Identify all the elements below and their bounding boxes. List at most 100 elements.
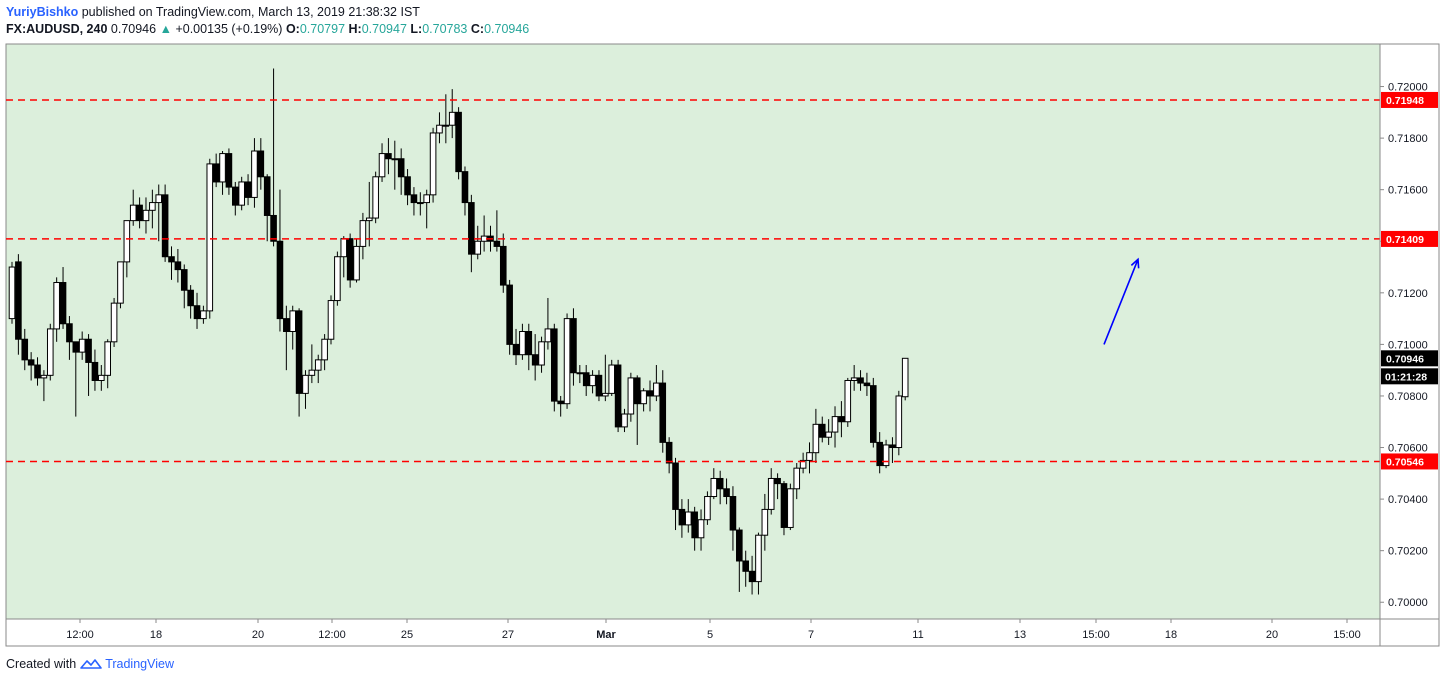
candle <box>799 459 807 469</box>
candle <box>793 467 801 490</box>
last-price-tag <box>1381 350 1438 367</box>
candle <box>570 318 577 374</box>
candle <box>672 462 679 510</box>
candle <box>117 261 124 304</box>
close-label: C: <box>470 22 485 36</box>
time-tick-label: 5 <box>707 629 713 641</box>
price-tick-label: 0.72000 <box>1388 82 1428 94</box>
candle <box>187 289 194 307</box>
candle <box>742 560 750 572</box>
candle <box>123 220 131 263</box>
candle <box>442 124 450 127</box>
candle <box>385 153 392 160</box>
low-label: L: <box>410 22 423 36</box>
candle <box>736 529 743 562</box>
candle <box>155 194 163 204</box>
price-tick-label: 0.70200 <box>1388 546 1428 558</box>
candle <box>346 238 354 281</box>
candle <box>263 176 271 216</box>
candle <box>857 377 864 384</box>
candle <box>825 431 832 438</box>
candle <box>397 158 405 178</box>
candle <box>91 361 99 381</box>
candle <box>98 374 105 381</box>
candle <box>767 477 775 510</box>
candle <box>302 374 309 394</box>
time-tick-label: 20 <box>1266 629 1278 641</box>
candle <box>882 444 890 467</box>
candle <box>78 338 86 353</box>
candle <box>697 519 705 539</box>
candle <box>448 111 456 126</box>
candle <box>595 374 603 397</box>
countdown-tag <box>1381 368 1438 385</box>
candle <box>40 374 48 379</box>
arrow-group <box>1103 257 1140 345</box>
candle <box>512 343 520 356</box>
candle <box>557 400 564 405</box>
candle <box>499 245 507 286</box>
candle <box>755 534 762 583</box>
candle <box>627 377 635 415</box>
candle <box>806 452 813 461</box>
candle <box>844 379 852 423</box>
created-with-text: Created with <box>6 657 77 671</box>
candle <box>232 186 239 206</box>
candle <box>161 194 169 258</box>
candle <box>66 323 73 343</box>
candle <box>818 423 826 438</box>
candle <box>404 176 411 196</box>
candle <box>863 382 871 387</box>
candle <box>870 385 877 443</box>
candle <box>104 341 112 376</box>
price-change: +0.00135 (+0.19%) <box>175 22 283 36</box>
candle <box>340 238 348 258</box>
axis-corner <box>1379 618 1440 647</box>
author-name[interactable]: YuriyBishko <box>6 5 79 19</box>
time-tick-label: 11 <box>912 629 923 641</box>
time-tick-label: 15:00 <box>1082 629 1110 641</box>
candle <box>238 181 245 206</box>
low-value: 0.70783 <box>422 22 468 36</box>
tradingview-logo-icon[interactable] <box>80 658 102 670</box>
level-price-tag <box>1381 453 1438 470</box>
level-price-label: 0.71948 <box>1386 95 1424 107</box>
candle <box>576 372 584 375</box>
candle <box>850 377 858 381</box>
tradingview-brand[interactable]: TradingView <box>105 657 174 671</box>
candle <box>72 341 80 353</box>
price-axis[interactable] <box>1379 43 1440 620</box>
open-label: O: <box>285 22 300 36</box>
time-tick-label: 7 <box>808 629 814 641</box>
candle <box>46 328 54 376</box>
level-price-tag <box>1381 91 1438 108</box>
symbol-info: FX:AUDUSD, 240 0.70946 ▲ +0.00135 (+0.19… <box>6 22 529 36</box>
level-price-label: 0.70546 <box>1386 456 1424 468</box>
candle <box>410 194 418 204</box>
level-price-label: 0.71409 <box>1386 234 1424 246</box>
levels-group <box>6 99 1380 463</box>
candle <box>876 441 883 467</box>
price-tick-label: 0.70000 <box>1388 597 1428 609</box>
candle <box>614 364 622 428</box>
candle <box>225 153 233 188</box>
price-tick-label: 0.70400 <box>1388 494 1428 506</box>
candle <box>761 508 769 536</box>
candle <box>34 364 41 379</box>
up-arrow-icon: ▲ <box>159 22 172 36</box>
time-axis[interactable] <box>5 618 1381 647</box>
high-label: H: <box>348 22 362 36</box>
candle <box>901 357 909 398</box>
footer: Created with TradingView <box>6 657 174 671</box>
candle <box>180 269 188 291</box>
level-price-tag <box>1381 230 1438 247</box>
time-tick-label: 12:00 <box>66 629 94 641</box>
candle <box>608 364 616 394</box>
candle <box>110 302 118 343</box>
candle <box>436 124 443 134</box>
candle <box>889 444 896 449</box>
candle <box>563 318 571 405</box>
last-price-label: 0.70946 <box>1386 353 1424 365</box>
time-tick-label: 15:00 <box>1333 629 1361 641</box>
